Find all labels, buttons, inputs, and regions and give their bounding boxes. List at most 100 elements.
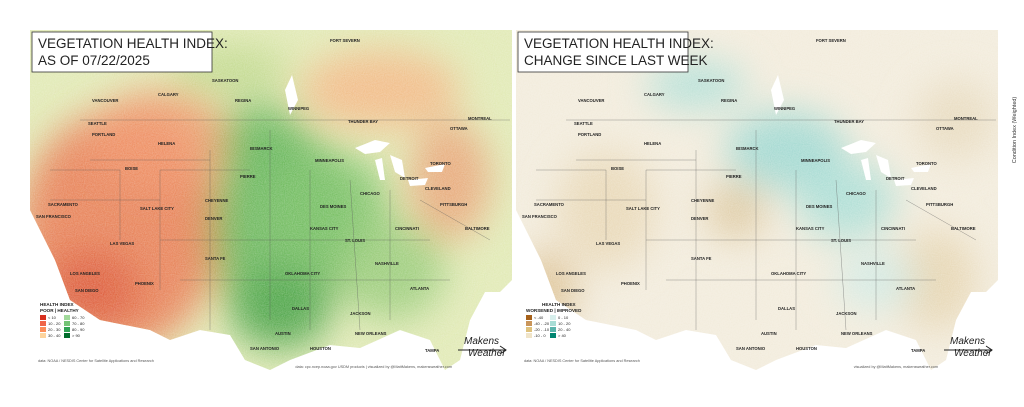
title-box [31,31,213,73]
city-label: DETROIT [400,176,419,181]
city-label: BISMARCK [250,146,273,151]
city-label: BISMARCK [736,146,759,151]
city-label: SEATTLE [574,121,593,126]
legend-label: 80 - 90 [72,327,85,332]
city-label: SANTA FE [691,256,712,261]
logo-arrow [458,345,507,355]
legend-label: > 40 [558,333,567,338]
city-label: PHOENIX [621,281,640,286]
credit: data: cpc.ncep.noaa.gov USDM products | … [295,365,452,369]
city-label: OTTAWA [450,126,468,131]
city-label: KANSAS CITY [796,226,825,231]
city-label: PORTLAND [92,132,115,137]
land [516,30,998,370]
legend-label: 60 - 70 [72,315,85,320]
border-line [905,199,977,241]
credit: data: NOAA / NESDIS Center for Satellite… [38,359,154,363]
city-label: SASKATOON [698,78,724,83]
city-label: JACKSON [350,311,370,316]
city-label: LAS VEGAS [110,241,134,246]
city-label: CHEYENNE [205,198,228,203]
legend-subtitle: POOR | HEALTHY [40,308,79,313]
lake [390,155,405,178]
logo-text: Makens [464,336,499,347]
city-label: DES MOINES [320,204,346,209]
city-label: DETROIT [886,176,905,181]
city-label: BOISE [125,166,138,171]
city-label: CINCINNATI [881,226,905,231]
legend-label: -20 - -10 [534,327,550,332]
city-label: CHICAGO [360,191,381,196]
city-label: HELENA [644,141,661,146]
city-label: PITTSBURGH [926,202,953,207]
legend-label: > 90 [72,333,81,338]
city-label: OKLAHOMA CITY [771,271,806,276]
legend-title: HEALTH INDEX [542,302,577,307]
logo-text: Weather [468,348,506,359]
border-line [536,169,607,240]
legend-swatch [526,327,532,332]
legend-label: 20 - 30 [48,327,61,332]
legend-label: 10 - 20 [558,321,571,326]
city-label: DENVER [205,216,222,221]
logo-text: Weather [954,348,992,359]
city-label: CALGARY [158,92,179,97]
legend-swatch [64,333,70,338]
city-label: ATLANTA [896,286,915,291]
city-label: KANSAS CITY [310,226,339,231]
title-line: VEGETATION HEALTH INDEX: [38,36,228,51]
legend-swatch [550,315,556,320]
city-label: FORT SEVERN [330,38,360,43]
city-label: LOS ANGELES [70,271,100,276]
border-line [835,179,847,331]
city-label: REGINA [721,98,737,103]
city-label: MONTREAL [468,116,492,121]
lake [911,164,931,172]
city-label: SAN FRANCISCO [36,214,72,219]
city-label: TORONTO [916,161,938,166]
city-label: PHOENIX [135,281,154,286]
title-line: AS OF 07/22/2025 [38,53,150,68]
city-label: ST. LOUIS [831,238,851,243]
legend-label: 30 - 40 [48,333,61,338]
legend-swatch [526,333,532,338]
city-label: THUNDER BAY [834,119,864,124]
legend-label: 20 - 40 [558,327,571,332]
border-line [349,179,361,331]
title-box [517,31,689,73]
city-label: LOS ANGELES [556,271,586,276]
logo-arrow [944,345,993,355]
legend-swatch [550,333,556,338]
city-label: SEATTLE [88,121,107,126]
city-label: ST. LOUIS [345,238,365,243]
legend-label: 0 - 10 [558,315,569,320]
legend-label: -40 - -20 [534,321,550,326]
legend-swatch [40,315,46,320]
city-label: MINNEAPOLIS [801,158,830,163]
legend-swatch [40,321,46,326]
city-label: AUSTIN [275,331,291,336]
city-label: SACRAMENTO [534,202,565,207]
city-label: OTTAWA [936,126,954,131]
legend-title: HEALTH INDEX [40,302,75,307]
city-label: CLEVELAND [425,186,451,191]
legend-swatch [40,333,46,338]
city-label: LAS VEGAS [596,241,620,246]
credit: visualized by @MattMakens, makensweather… [854,365,938,369]
lake [876,155,891,178]
city-label: SALT LAKE CITY [626,206,660,211]
city-label: JACKSON [836,311,856,316]
legend-subtitle: WORSENED | IMPROVED [526,308,582,313]
city-label: WINNIPEG [288,106,309,111]
city-label: PORTLAND [578,132,601,137]
legend-label: 70 - 80 [72,321,85,326]
city-label: MONTREAL [954,116,978,121]
city-label: CALGARY [644,92,665,97]
lake [408,178,428,186]
city-label: VANCOUVER [578,98,604,103]
city-label: DENVER [691,216,708,221]
